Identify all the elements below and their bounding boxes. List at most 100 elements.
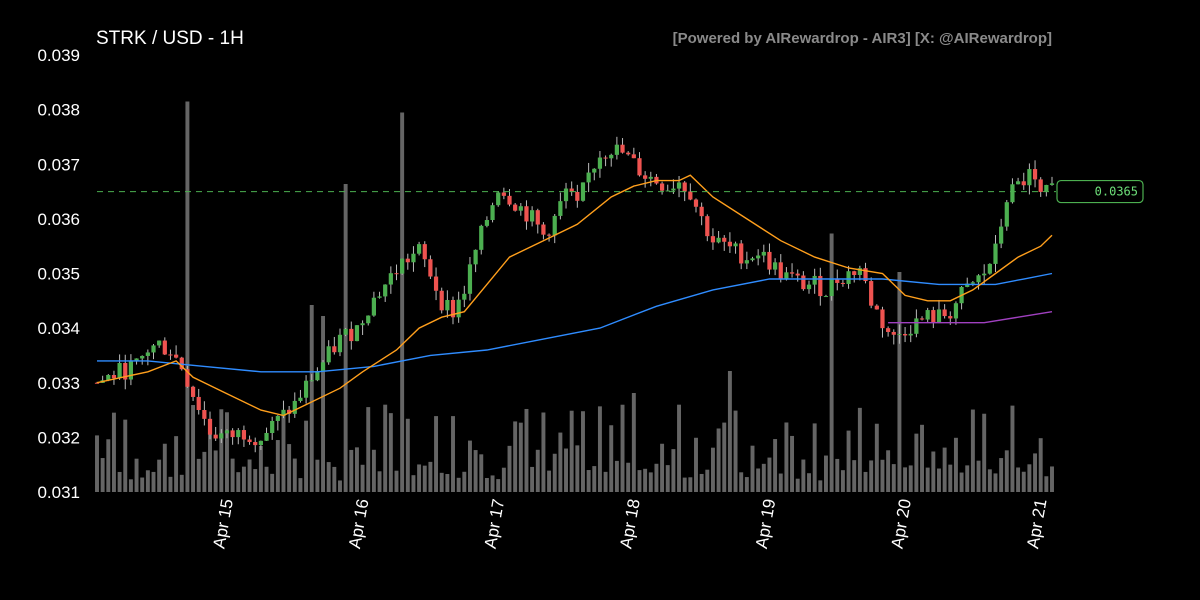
volume-bar (490, 475, 495, 492)
volume-bar (648, 472, 653, 492)
volume-bar (727, 371, 732, 492)
volume-bar (332, 466, 337, 492)
candle-up (264, 433, 269, 441)
volume-bar (501, 467, 506, 492)
volume-bar (479, 454, 484, 492)
volume-bar (620, 404, 625, 492)
volume-bar (1038, 438, 1043, 492)
volume-bar (931, 451, 936, 492)
y-tick-label: 0.032 (37, 428, 80, 447)
candle-up (219, 433, 224, 439)
volume-bar (411, 475, 416, 492)
candle-up (298, 397, 303, 401)
volume-bar (722, 422, 727, 492)
candle-up (134, 358, 139, 362)
volume-bar (812, 423, 817, 492)
candle-up (671, 188, 676, 191)
volume-bar (959, 472, 964, 492)
volume-bar (95, 435, 99, 492)
volume-bar (999, 458, 1004, 492)
candle-up (320, 362, 326, 372)
volume-bar (643, 468, 648, 492)
volume-bar (795, 478, 800, 492)
volume-bar (801, 459, 806, 492)
candle-up (733, 243, 738, 247)
volume-bar (219, 409, 224, 492)
volume-bar (857, 407, 862, 492)
candle-up (473, 249, 478, 265)
candle-up (383, 284, 388, 297)
candle-down (405, 258, 410, 263)
candle-up (303, 380, 309, 398)
volume-bar (134, 458, 139, 492)
volume-bar (366, 407, 371, 492)
volume-bar (852, 460, 857, 492)
volume-bar (247, 459, 252, 492)
candle-down (123, 363, 128, 380)
volume-bar (208, 420, 212, 492)
candle-up (987, 263, 992, 274)
volume-bar (880, 459, 885, 492)
volume-bar (914, 433, 919, 492)
volume-bar (920, 424, 924, 492)
candle-down (948, 316, 953, 319)
candle-down (693, 199, 699, 207)
candle-down (931, 310, 936, 324)
chart-title: STRK / USD - 1H (96, 28, 244, 49)
y-tick-label: 0.031 (37, 483, 80, 502)
candle-down (196, 396, 201, 411)
candle-down (501, 192, 506, 196)
candle-down (575, 191, 580, 201)
volume-bar (338, 480, 342, 492)
volume-bar (807, 473, 811, 492)
candle-down (241, 430, 247, 440)
volume-bar (654, 463, 659, 492)
candle-down (202, 410, 207, 419)
volume-bar (473, 450, 478, 492)
volume-bar (309, 305, 314, 492)
candle-up (275, 415, 280, 421)
volume-bar (258, 446, 263, 492)
candle-down (507, 195, 512, 205)
volume-bar (869, 460, 874, 492)
candle-up (236, 430, 241, 438)
volume-bar (1010, 405, 1015, 492)
candle-down (524, 206, 529, 222)
candle-up (812, 275, 817, 285)
candle-up (151, 345, 156, 353)
volume-bar (213, 450, 218, 492)
candle-down (942, 309, 947, 317)
volume-bar (287, 444, 292, 492)
volume-bar (400, 112, 405, 492)
volume-bar (581, 411, 585, 492)
volume-bar (292, 458, 297, 492)
volume-bar (575, 445, 580, 492)
volume-bar (157, 459, 162, 492)
volume-bar (100, 458, 105, 492)
volume-bar (1044, 476, 1049, 492)
volume-bar (784, 422, 789, 492)
volume-bar (128, 479, 133, 492)
candle-up (665, 190, 670, 192)
candle-up (1010, 184, 1015, 203)
volume-bar (891, 464, 896, 492)
candle-up (908, 333, 913, 336)
candle-up (586, 172, 591, 183)
volume-bar (253, 469, 258, 492)
candle-up (1044, 184, 1049, 192)
candle-down (179, 357, 184, 370)
volume-bar (162, 443, 167, 492)
candle-down (705, 216, 710, 237)
candle-up (592, 168, 597, 173)
volume-bar (281, 415, 286, 492)
candle-down (230, 430, 235, 438)
price-tag (1056, 179, 1144, 204)
candle-down (682, 182, 687, 192)
candle-down (795, 273, 800, 276)
candle-down (710, 236, 716, 243)
y-tick-label: 0.039 (37, 46, 80, 65)
candle-up (496, 192, 501, 206)
volume-bar (321, 316, 326, 492)
candle-up (462, 293, 467, 300)
